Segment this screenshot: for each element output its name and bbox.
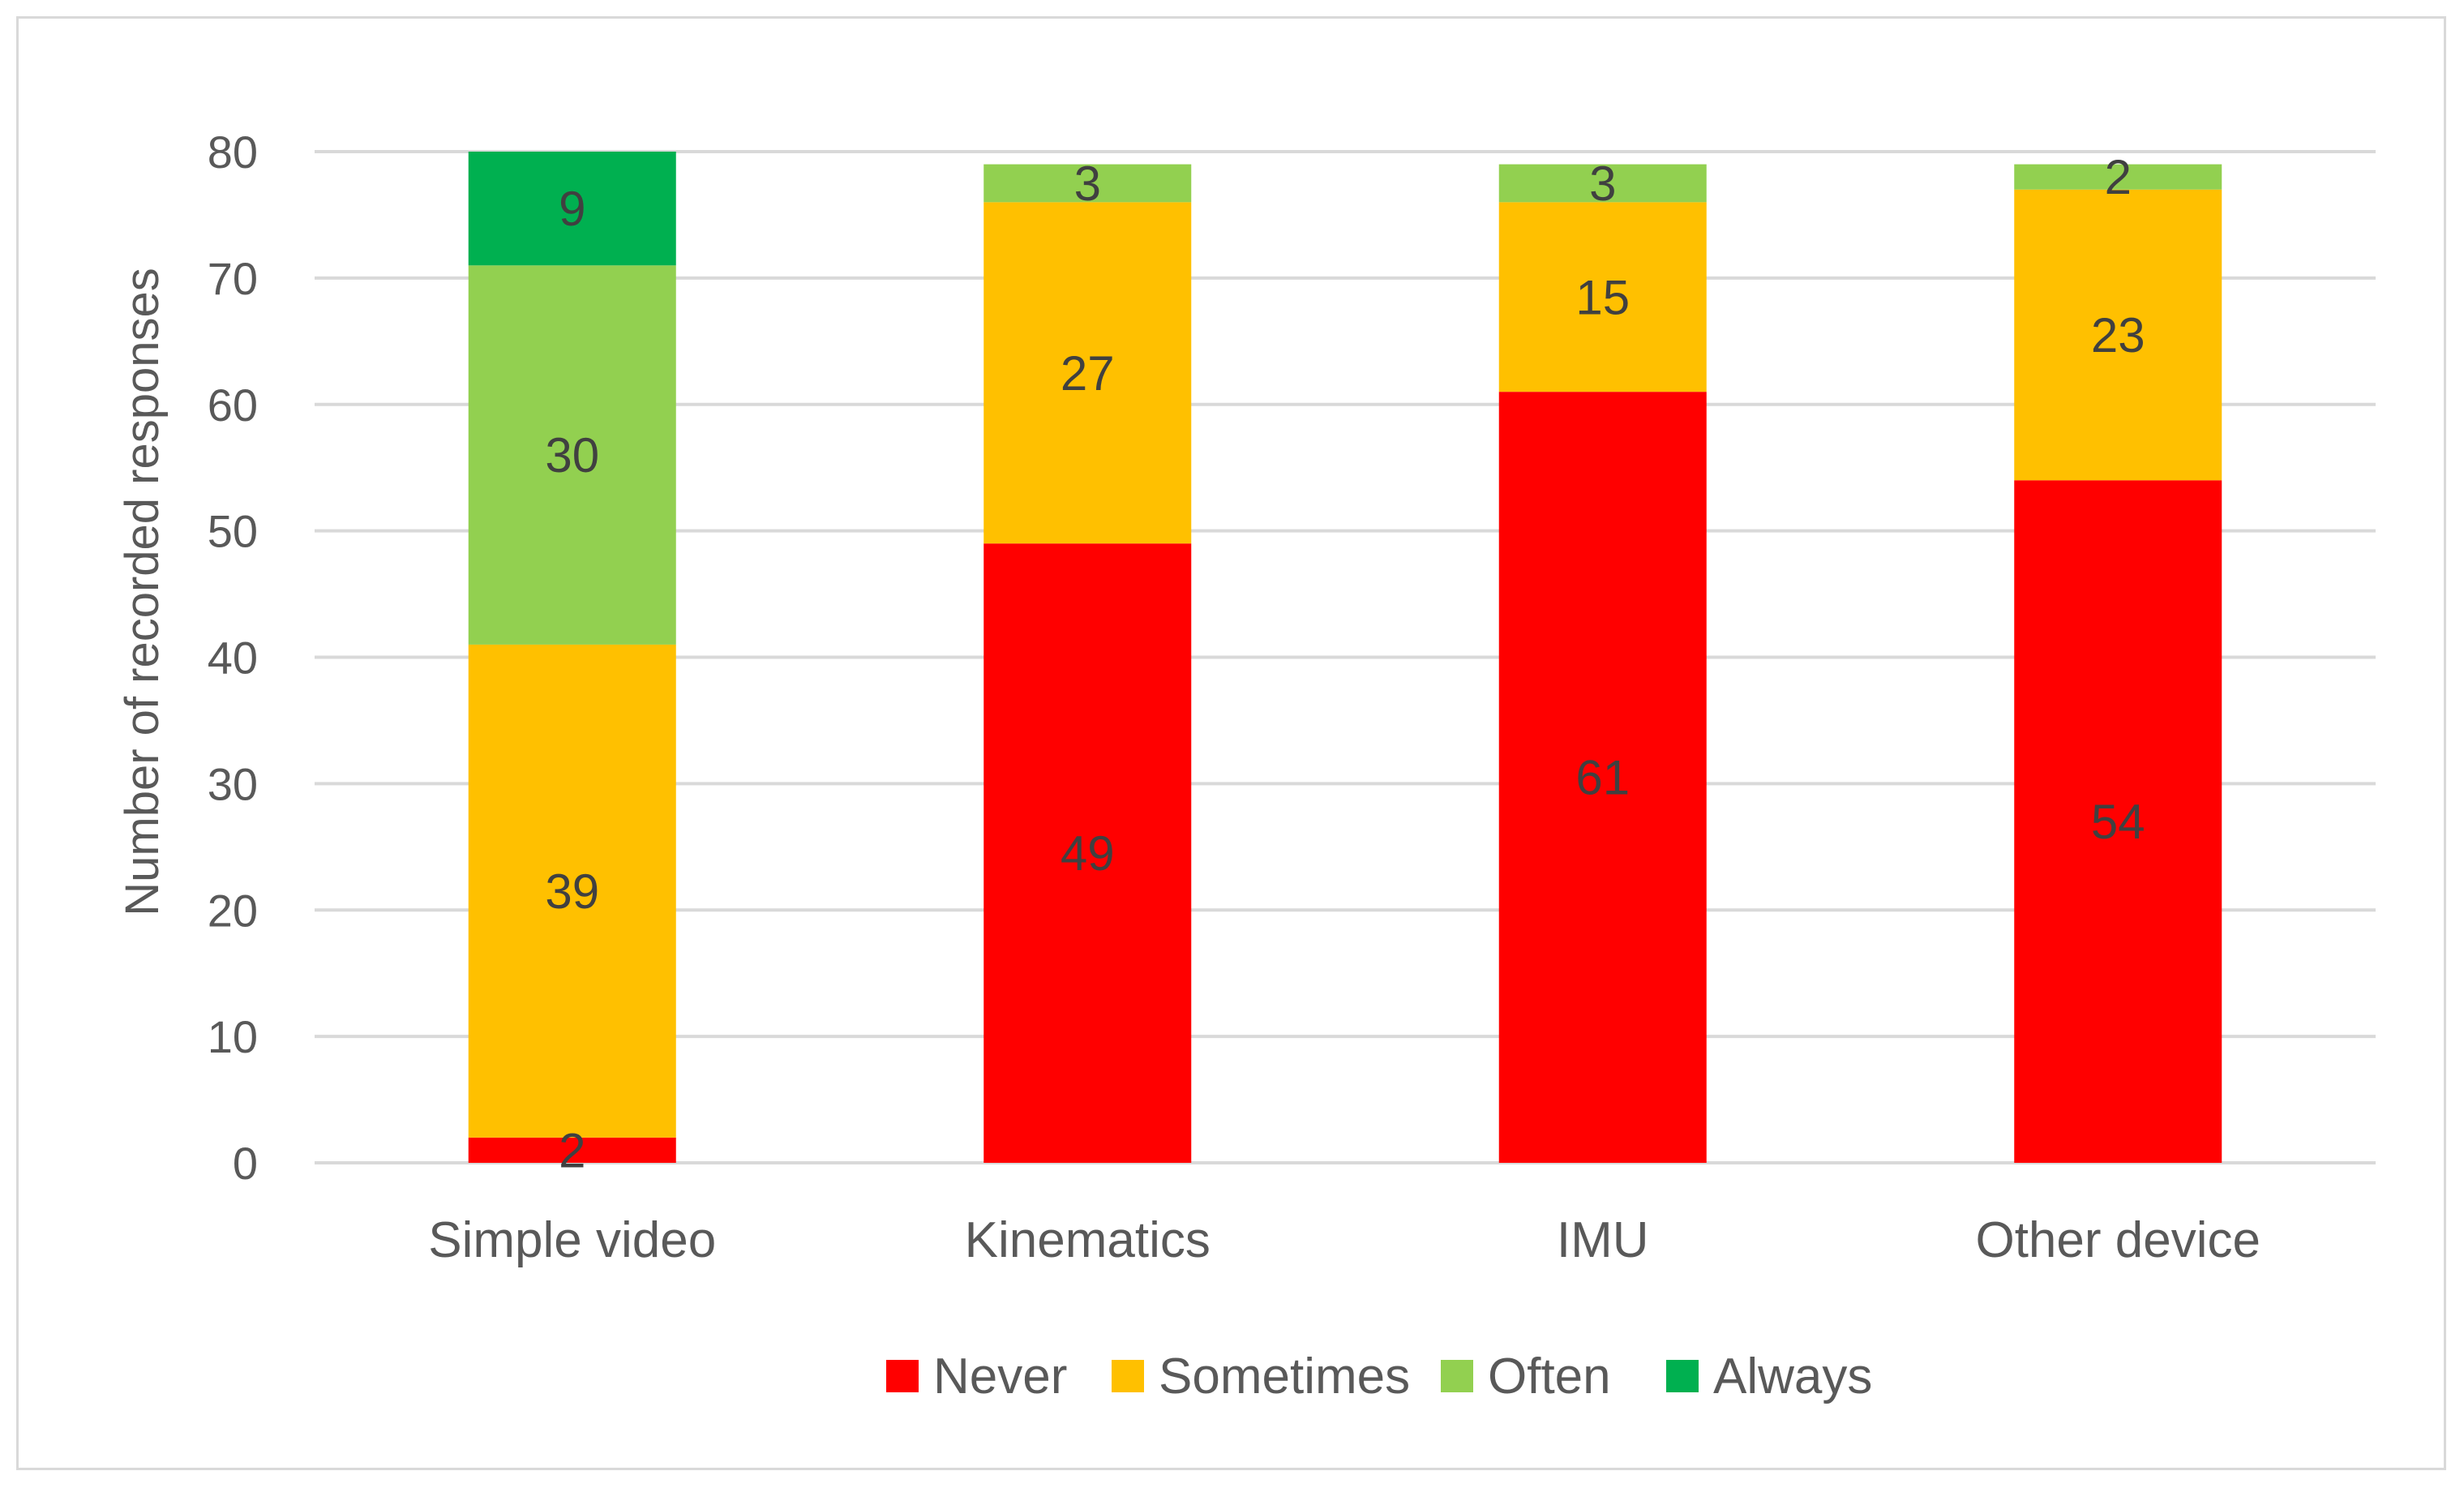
data-label: 2	[559, 1123, 585, 1177]
data-label: 39	[545, 864, 599, 919]
legend-label: Never	[933, 1349, 1067, 1404]
bar-segment	[468, 1137, 676, 1163]
legend-swatch	[886, 1360, 919, 1392]
bar-segment	[1498, 164, 1707, 203]
legend: Never Sometimes Often Always	[886, 1349, 1872, 1404]
y-axis-ticks: 0 10 20 30 40 50 60 70 80	[208, 127, 258, 1189]
legend-swatch	[1441, 1360, 1473, 1392]
x-axis-categories: Simple video Kinematics IMU Other device	[428, 1212, 2260, 1268]
y-tick-label: 40	[208, 633, 258, 684]
data-label: 2	[2105, 150, 2132, 204]
legend-swatch	[1666, 1360, 1699, 1392]
legend-label: Often	[1488, 1349, 1611, 1404]
bar-segment	[468, 644, 676, 1138]
y-tick-label: 60	[208, 380, 258, 431]
data-label: 23	[2091, 308, 2145, 362]
x-category-label: IMU	[1557, 1212, 1649, 1268]
data-label: 61	[1575, 751, 1630, 805]
bar-segment	[1498, 392, 1707, 1164]
data-label: 9	[559, 182, 585, 236]
data-label: 49	[1061, 826, 1115, 881]
y-tick-label: 0	[233, 1138, 258, 1189]
bar-segment	[2014, 189, 2222, 481]
legend-label: Always	[1713, 1349, 1872, 1404]
bar-segment	[1498, 202, 1707, 392]
data-label: 3	[1589, 157, 1616, 211]
data-label: 30	[545, 428, 599, 482]
y-tick-label: 50	[208, 506, 258, 557]
legend-swatch	[1112, 1360, 1144, 1392]
bar-segment	[2014, 480, 2222, 1163]
bar-segment	[2014, 164, 2222, 190]
bar-segment	[983, 543, 1192, 1163]
data-label: 27	[1061, 346, 1115, 401]
bar-segment	[468, 152, 676, 266]
x-category-label: Other device	[1975, 1212, 2260, 1268]
data-label: 15	[1575, 270, 1630, 324]
x-category-label: Kinematics	[965, 1212, 1211, 1268]
bar-segment	[983, 164, 1192, 203]
bar-segment	[983, 202, 1192, 544]
y-tick-label: 10	[208, 1011, 258, 1062]
data-label: 54	[2091, 795, 2145, 849]
bar-segment	[468, 265, 676, 645]
data-label: 3	[1074, 157, 1101, 211]
y-tick-label: 70	[208, 253, 258, 304]
y-tick-label: 80	[208, 127, 258, 178]
y-axis-title: Number of recorded responses	[116, 268, 169, 916]
y-tick-label: 30	[208, 758, 258, 809]
legend-label: Sometimes	[1159, 1349, 1410, 1404]
data-labels: 2 39 30 9 49 27 3 61 15 3 54 23 2	[545, 150, 2145, 1177]
y-tick-label: 20	[208, 885, 258, 936]
x-category-label: Simple video	[428, 1212, 716, 1268]
bars	[468, 152, 2222, 1164]
